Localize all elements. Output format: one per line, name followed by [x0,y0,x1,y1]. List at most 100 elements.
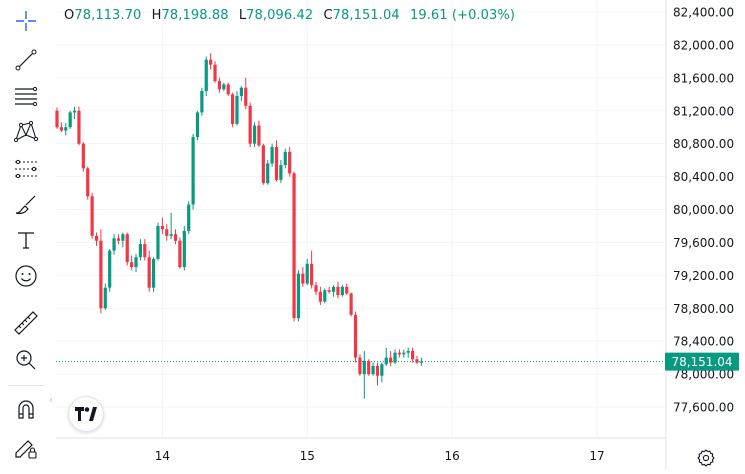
emoji-icon[interactable] [8,261,44,291]
lock-drawing-icon[interactable] [8,432,44,462]
y-tick-label: 81,600.00 [673,71,734,85]
candle-body [116,238,121,241]
candle-body [55,110,59,128]
candle-body [222,84,226,90]
text-icon[interactable] [8,225,44,255]
y-tick-label: 78,800.00 [673,302,734,316]
candle-body [384,357,388,365]
drawing-toolbar [0,0,52,470]
candle-body [310,263,314,286]
last-price-tag [665,352,739,371]
candle-body [81,143,85,169]
candle-body [112,238,116,251]
ruler-icon[interactable] [8,308,44,338]
toolbar-collapse-arrow-icon[interactable]: ‹ [49,394,53,406]
x-tick-label: 17 [589,449,604,463]
candle-body [270,146,274,164]
candle-body [393,352,397,363]
candle-body [217,81,222,90]
candle-body [94,235,99,241]
candle-body [226,84,230,95]
candle-body [165,229,169,236]
candle-body [371,365,375,375]
candle-body [349,293,353,315]
last-price-label: 78,151.04 [671,355,732,369]
candle-body [103,287,107,309]
candle-body [244,87,248,106]
x-tick-label: 14 [155,449,170,463]
candle-body [204,59,208,91]
candle-body [340,286,344,296]
candle-body [130,262,134,268]
candle-body [323,290,327,302]
candle-body [252,125,257,144]
trend-line-icon[interactable] [8,45,44,75]
candle-body [239,87,243,96]
fib-retracement-icon[interactable] [8,81,44,111]
candle-body [182,230,186,268]
candle-body [362,360,366,375]
candle-body [108,250,112,288]
candle-body [397,352,402,355]
low-value: 78,096.42 [246,8,314,23]
candle-body [200,91,204,113]
crosshair-icon[interactable] [8,6,44,36]
candle-body [173,234,178,241]
y-tick-label: 80,000.00 [673,203,734,217]
zoom-in-icon[interactable] [8,345,44,375]
candle-body [314,285,318,292]
candle-body [191,137,195,205]
candle-body [288,151,292,174]
candle-body [410,351,415,360]
candle-body [86,168,90,197]
y-tick-label: 82,400.00 [673,6,734,20]
candle-body [305,263,309,284]
candle-body [59,127,63,131]
candle-body [358,357,362,375]
candle-body [143,244,147,258]
candle-body [125,234,129,263]
change-value: 19.61 (+0.03%) [409,8,516,23]
candle-body [72,110,77,113]
candle-body [336,286,340,296]
candle-body [160,225,164,230]
candle-body [380,364,384,376]
y-tick-label: 82,000.00 [673,38,734,52]
candle-body [257,125,261,146]
close-label: C [323,8,333,23]
candle-body [406,351,410,353]
forecast-icon[interactable] [8,154,44,184]
candle-body [178,240,182,268]
y-tick-label: 79,600.00 [673,236,734,250]
candle-body [415,359,419,363]
open-value: 78,113.70 [74,8,142,23]
candle-body [327,290,331,292]
x-tick-label: 15 [300,449,315,463]
brush-icon[interactable] [8,190,44,220]
tradingview-logo[interactable] [68,396,104,432]
close-value: 78,151.04 [332,8,400,23]
candle-body [64,127,68,131]
ohlc-legend: O78,113.70 H78,198.88 L78,096.42 C78,151… [64,8,515,23]
candle-body [169,234,173,236]
candle-body [266,163,270,184]
candle-body [151,258,156,288]
candle-body [331,286,336,292]
high-value: 78,198.88 [161,8,229,23]
candle-body [99,240,103,309]
candle-body [138,244,143,258]
candle-body [213,64,217,82]
candle-body [367,360,371,375]
candle-body [261,145,265,184]
magnet-icon[interactable] [8,395,44,425]
candle-body [195,112,200,138]
candle-body [292,173,296,319]
pattern-icon[interactable] [8,116,44,146]
candle-body [296,273,301,319]
candle-body [375,365,380,376]
candle-body [121,234,125,241]
settings-gear-icon[interactable] [696,448,716,468]
candle-body [68,112,72,128]
